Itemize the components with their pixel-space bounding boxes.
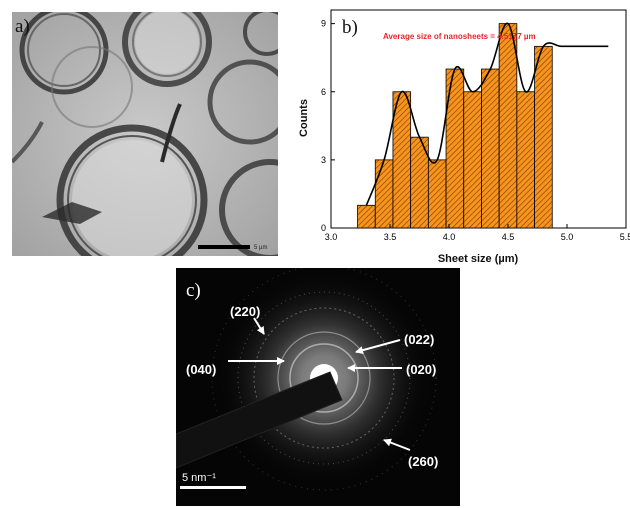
y-tick-label: 6 [321,87,326,97]
saed-scale-label: 5 nm⁻¹ [182,472,216,484]
histogram-bar [392,91,412,229]
saed-pattern [176,268,460,506]
beam-stopper [176,371,343,469]
histogram-bar [374,159,394,229]
panel-a-label: a) [15,16,30,37]
histogram-bar [481,68,500,229]
tem-micrograph: 5 µm [12,12,278,256]
y-axis-label: Counts [298,99,310,137]
hkl-label-022: (022) [404,332,435,347]
arrow-260 [383,438,411,451]
histogram-bar [498,23,518,229]
average-size-annotation: Average size of nanosheets = 4.5177 µm [383,32,536,41]
tem-scale-bar [198,245,250,249]
tem-scale-label: 5 µm [254,245,267,251]
hkl-label-220: (220) [230,304,261,319]
fit-curve [365,22,609,206]
x-tick-label: 5.0 [561,232,574,242]
histogram-bar [516,91,535,229]
x-tick-label: 4.0 [443,232,456,242]
hkl-label-040: (040) [186,362,217,377]
x-tick-label: 5.5 [620,232,630,242]
y-tick-label: 3 [321,155,326,165]
hkl-label-260: (260) [408,454,439,469]
y-tick-label: 9 [321,19,326,29]
y-tick-label: 0 [321,223,326,233]
panel-b-label: b) [342,17,358,38]
x-tick-label: 4.5 [502,232,515,242]
diffraction-panel: c) (220) (022) (040) (020) (260) 5 nm⁻¹ [176,268,460,506]
panel-c-label: c) [186,280,201,301]
histogram-bar [427,159,447,229]
histogram-bar [463,91,482,229]
histogram-bar [534,45,553,229]
histogram-bar [357,204,376,229]
saed-scale-bar [180,486,246,489]
x-axis-label: Sheet size (µm) [438,253,519,265]
x-tick-label: 3.0 [325,232,338,242]
hkl-label-020: (020) [406,362,437,377]
x-tick-label: 3.5 [384,232,397,242]
arrow-220 [253,317,265,335]
arrow-022 [355,339,401,355]
tem-image-panel: 5 µm a) [12,12,278,256]
